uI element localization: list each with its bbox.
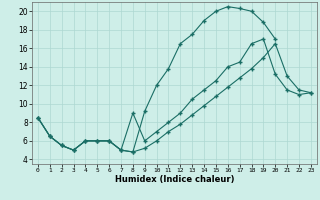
X-axis label: Humidex (Indice chaleur): Humidex (Indice chaleur) <box>115 175 234 184</box>
